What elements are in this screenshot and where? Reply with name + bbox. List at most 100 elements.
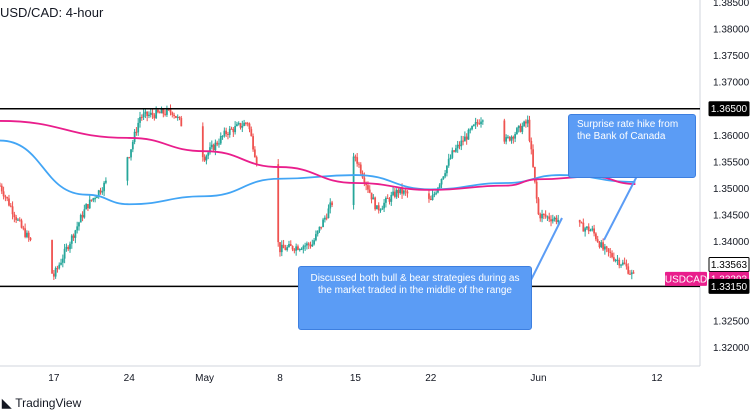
y-tick-label: 1.38500 [713,0,750,9]
x-tick-label: 15 [350,373,362,384]
candle-body [239,123,242,128]
candle-body [101,191,104,193]
candle-body [392,191,394,195]
candle-body [397,189,400,194]
candle-body [629,273,631,275]
candle-body [4,196,7,198]
candle-body [130,149,132,158]
candle-body [596,239,599,243]
candle-body [363,177,366,183]
candle-body [17,219,19,221]
candle-body [630,272,633,275]
candle-body [541,213,543,219]
candle-body [609,251,612,254]
candle-body [354,156,357,158]
candle-body [602,242,604,250]
candle-body [99,190,102,193]
candle-body [171,112,174,115]
candle-body [0,185,1,187]
candle-body [458,144,461,147]
candle-body [20,220,23,228]
candle-body [546,216,549,218]
candle-body [593,228,596,234]
candle-body [9,205,12,207]
candle-body [203,157,206,161]
candle-body [126,157,129,181]
candle-body [209,147,211,153]
y-tick-label: 1.34000 [713,237,750,248]
candle-body [454,148,457,152]
candle-body [244,122,247,124]
candle-body [465,136,468,140]
candle-body [13,214,16,218]
x-tick-label: 12 [651,373,663,384]
candle-body [524,121,527,124]
candle-body [480,121,482,125]
candle-body [228,128,231,135]
symbol-tag [665,271,707,286]
candle-body [550,219,552,222]
candle-body [512,136,515,139]
candle-body [295,246,298,251]
candle-body [316,230,319,235]
candle-body [451,150,454,158]
candle-body [587,226,590,232]
candle-body [507,136,509,138]
candle-body [87,204,89,209]
candle-body [252,136,254,150]
candle-body [612,257,615,261]
candle-body [29,237,32,241]
candle-body [280,244,283,253]
candle-body [377,205,380,211]
candle-body [219,136,222,144]
candle-body [63,248,66,259]
candle-body [26,232,28,237]
candle-body [621,262,624,265]
candle-body [166,108,168,115]
candle-body [548,216,551,220]
candle-body [535,181,538,199]
candle-body [212,144,215,151]
price-tag [708,278,750,294]
tradingview-brand[interactable]: ◣ TradingView [2,396,81,410]
candle-body [74,230,77,238]
candle-body [517,125,520,129]
candle-body [433,193,436,196]
candle-body [60,262,62,265]
candle-body [530,140,533,150]
candle-body [523,121,526,126]
x-tick-label: 22 [425,373,437,384]
price-tag-label: 1.36500 [711,104,748,115]
y-tick-label: 1.37500 [713,51,750,62]
candle-body [92,198,95,201]
candle-body [586,226,588,229]
candle-body [236,124,238,127]
candle-body [503,120,506,142]
candle-body [22,227,25,229]
candle-body [521,125,524,132]
candle-body [514,134,517,139]
candle-body [133,131,136,142]
candle-body [472,124,475,126]
candle-body [388,198,391,202]
candle-body [6,197,9,199]
candle-body [52,273,55,277]
candle-body [104,180,107,183]
candle-body [279,242,281,253]
candle-body [176,116,179,118]
candle-body [284,248,287,251]
candle-body [393,191,396,197]
candle-body [395,189,398,197]
candle-body [406,191,409,194]
y-tick-label: 1.34500 [713,210,750,221]
brand-name: TradingView [15,396,82,410]
candle-body [288,244,290,248]
candle-body [201,126,204,158]
candle-body [314,234,317,241]
candle-body [611,253,613,258]
candle-body [594,233,597,240]
annotation-pointer-bottom [529,217,563,283]
candle-body [532,149,534,167]
candle-body [456,144,459,149]
